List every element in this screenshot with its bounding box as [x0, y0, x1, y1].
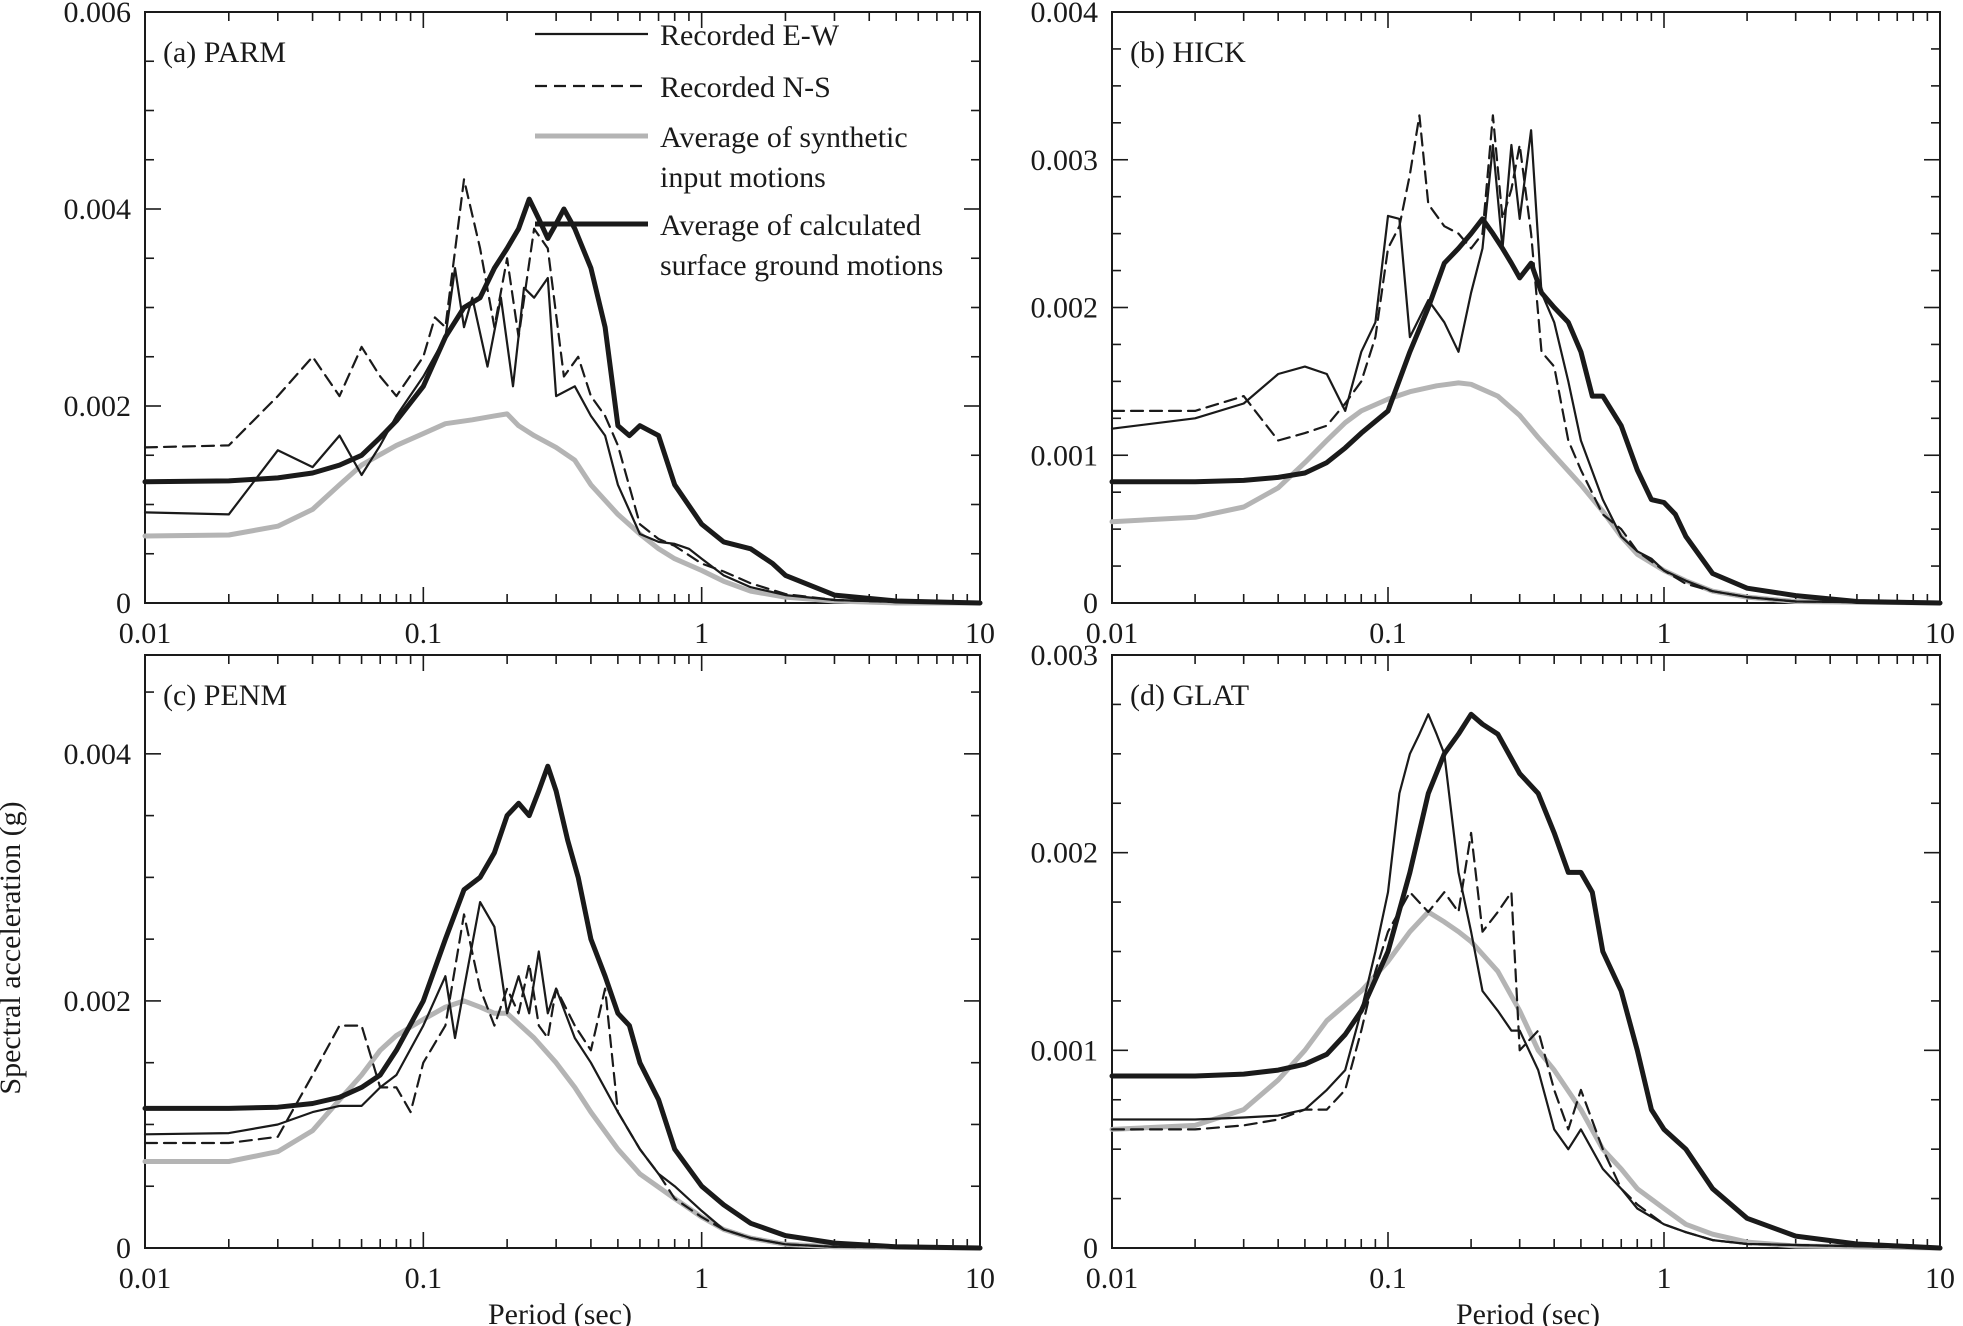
y-tick-label: 0.002: [64, 985, 132, 1018]
x-tick-label: 0.1: [1369, 1262, 1407, 1295]
x-tick-label: 1: [1657, 1262, 1672, 1295]
panel-3: 0.01 0.1 1 10 0 0.002 0.004 (c) PENM: [64, 654, 995, 1295]
x-tick-label: 1: [1657, 617, 1672, 650]
x-tick-label: 10: [965, 617, 995, 650]
x-tick-label: 0.01: [119, 617, 172, 650]
plot-frame: [144, 654, 981, 1249]
x-axis-title-left: Period (sec): [488, 1298, 632, 1326]
x-tick-label: 10: [1925, 1262, 1955, 1295]
x-tick-label: 0.01: [1086, 617, 1139, 650]
x-tick-label: 1: [694, 617, 709, 650]
plot-frame: [1111, 11, 1941, 604]
x-axis-title-right: Period (sec): [1456, 1298, 1600, 1326]
y-tick-label: 0: [116, 1232, 131, 1265]
y-tick-label: 0.002: [1031, 292, 1099, 325]
x-tick-label: 0.1: [405, 617, 443, 650]
panel-4: 0.01 0.1 1 10 0 0.001 0.002 0.003 (d) GLAT: [1031, 639, 1956, 1295]
series-line-rec_ns: [1110, 114, 1942, 605]
plot-frame: [144, 11, 981, 604]
legend-label-syn_in: input motions: [660, 161, 826, 194]
y-tick-label: 0.004: [64, 193, 132, 226]
series-line-calc_sf: [142, 763, 983, 1251]
y-axis-title: Spectral acceleration (g): [0, 801, 27, 1094]
legend-label-syn_in: Average of synthetic: [660, 121, 908, 154]
y-tick-label: 0: [1083, 587, 1098, 620]
panel-label: (d) GLAT: [1130, 679, 1249, 712]
panel-label: (a) PARM: [163, 36, 286, 69]
x-tick-label: 10: [965, 1262, 995, 1295]
plot-frame: [1111, 654, 1941, 1249]
x-tick-label: 0.1: [405, 1262, 443, 1295]
y-tick-label: 0.003: [1031, 639, 1099, 672]
panel-label: (c) PENM: [163, 679, 287, 712]
series-line-rec_ew: [143, 267, 982, 605]
legend-label-rec_ns: Recorded N-S: [660, 71, 831, 104]
panel-2: 0.01 0.1 1 10 0 0.001 0.002 0.003 0.004 (b) HICK: [1031, 0, 1956, 650]
legend: Recorded E-W Recorded N-S Average of synth…: [535, 19, 943, 282]
y-tick-label: 0.003: [1031, 144, 1099, 177]
series-line-calc_sf: [1109, 216, 1943, 606]
series-line-rec_ew: [143, 901, 982, 1250]
legend-label-calc_sf: Average of calculated: [660, 209, 921, 242]
y-tick-label: 0.004: [1031, 0, 1099, 29]
series-line-rec_ns: [143, 178, 982, 605]
series-line-syn_in: [142, 998, 983, 1251]
y-tick-label: 0.001: [1031, 439, 1099, 472]
series-line-rec_ew: [1110, 129, 1942, 605]
y-tick-label: 0.001: [1031, 1034, 1099, 1067]
x-tick-label: 0.01: [119, 1262, 172, 1295]
y-tick-label: 0.002: [64, 390, 132, 423]
series-line-syn_in: [1109, 380, 1943, 606]
x-tick-label: 1: [694, 1262, 709, 1295]
y-tick-label: 0.002: [1031, 837, 1099, 870]
series-line-rec_ns: [1110, 831, 1942, 1250]
series-line-syn_in: [1109, 909, 1943, 1251]
y-tick-label: 0.004: [64, 738, 132, 771]
legend-label-calc_sf: surface ground motions: [660, 249, 943, 282]
panel-label: (b) HICK: [1130, 36, 1246, 69]
y-tick-label: 0.006: [64, 0, 132, 29]
x-tick-label: 10: [1925, 617, 1955, 650]
x-tick-label: 0.1: [1369, 617, 1407, 650]
panel-1: 0.01 0.1 1 10 0 0.002 0.004 0.006 (a) PARM: [64, 0, 996, 650]
series-line-rec_ew: [1110, 713, 1942, 1250]
series-line-syn_in: [142, 411, 983, 606]
series-line-calc_sf: [1109, 711, 1943, 1251]
legend-label-rec_ew: Recorded E-W: [660, 19, 840, 52]
y-tick-label: 0: [116, 587, 131, 620]
x-tick-label: 0.01: [1086, 1262, 1139, 1295]
series-line-rec_ns: [143, 913, 982, 1250]
series-line-calc_sf: [142, 196, 983, 606]
y-tick-label: 0: [1083, 1232, 1098, 1265]
